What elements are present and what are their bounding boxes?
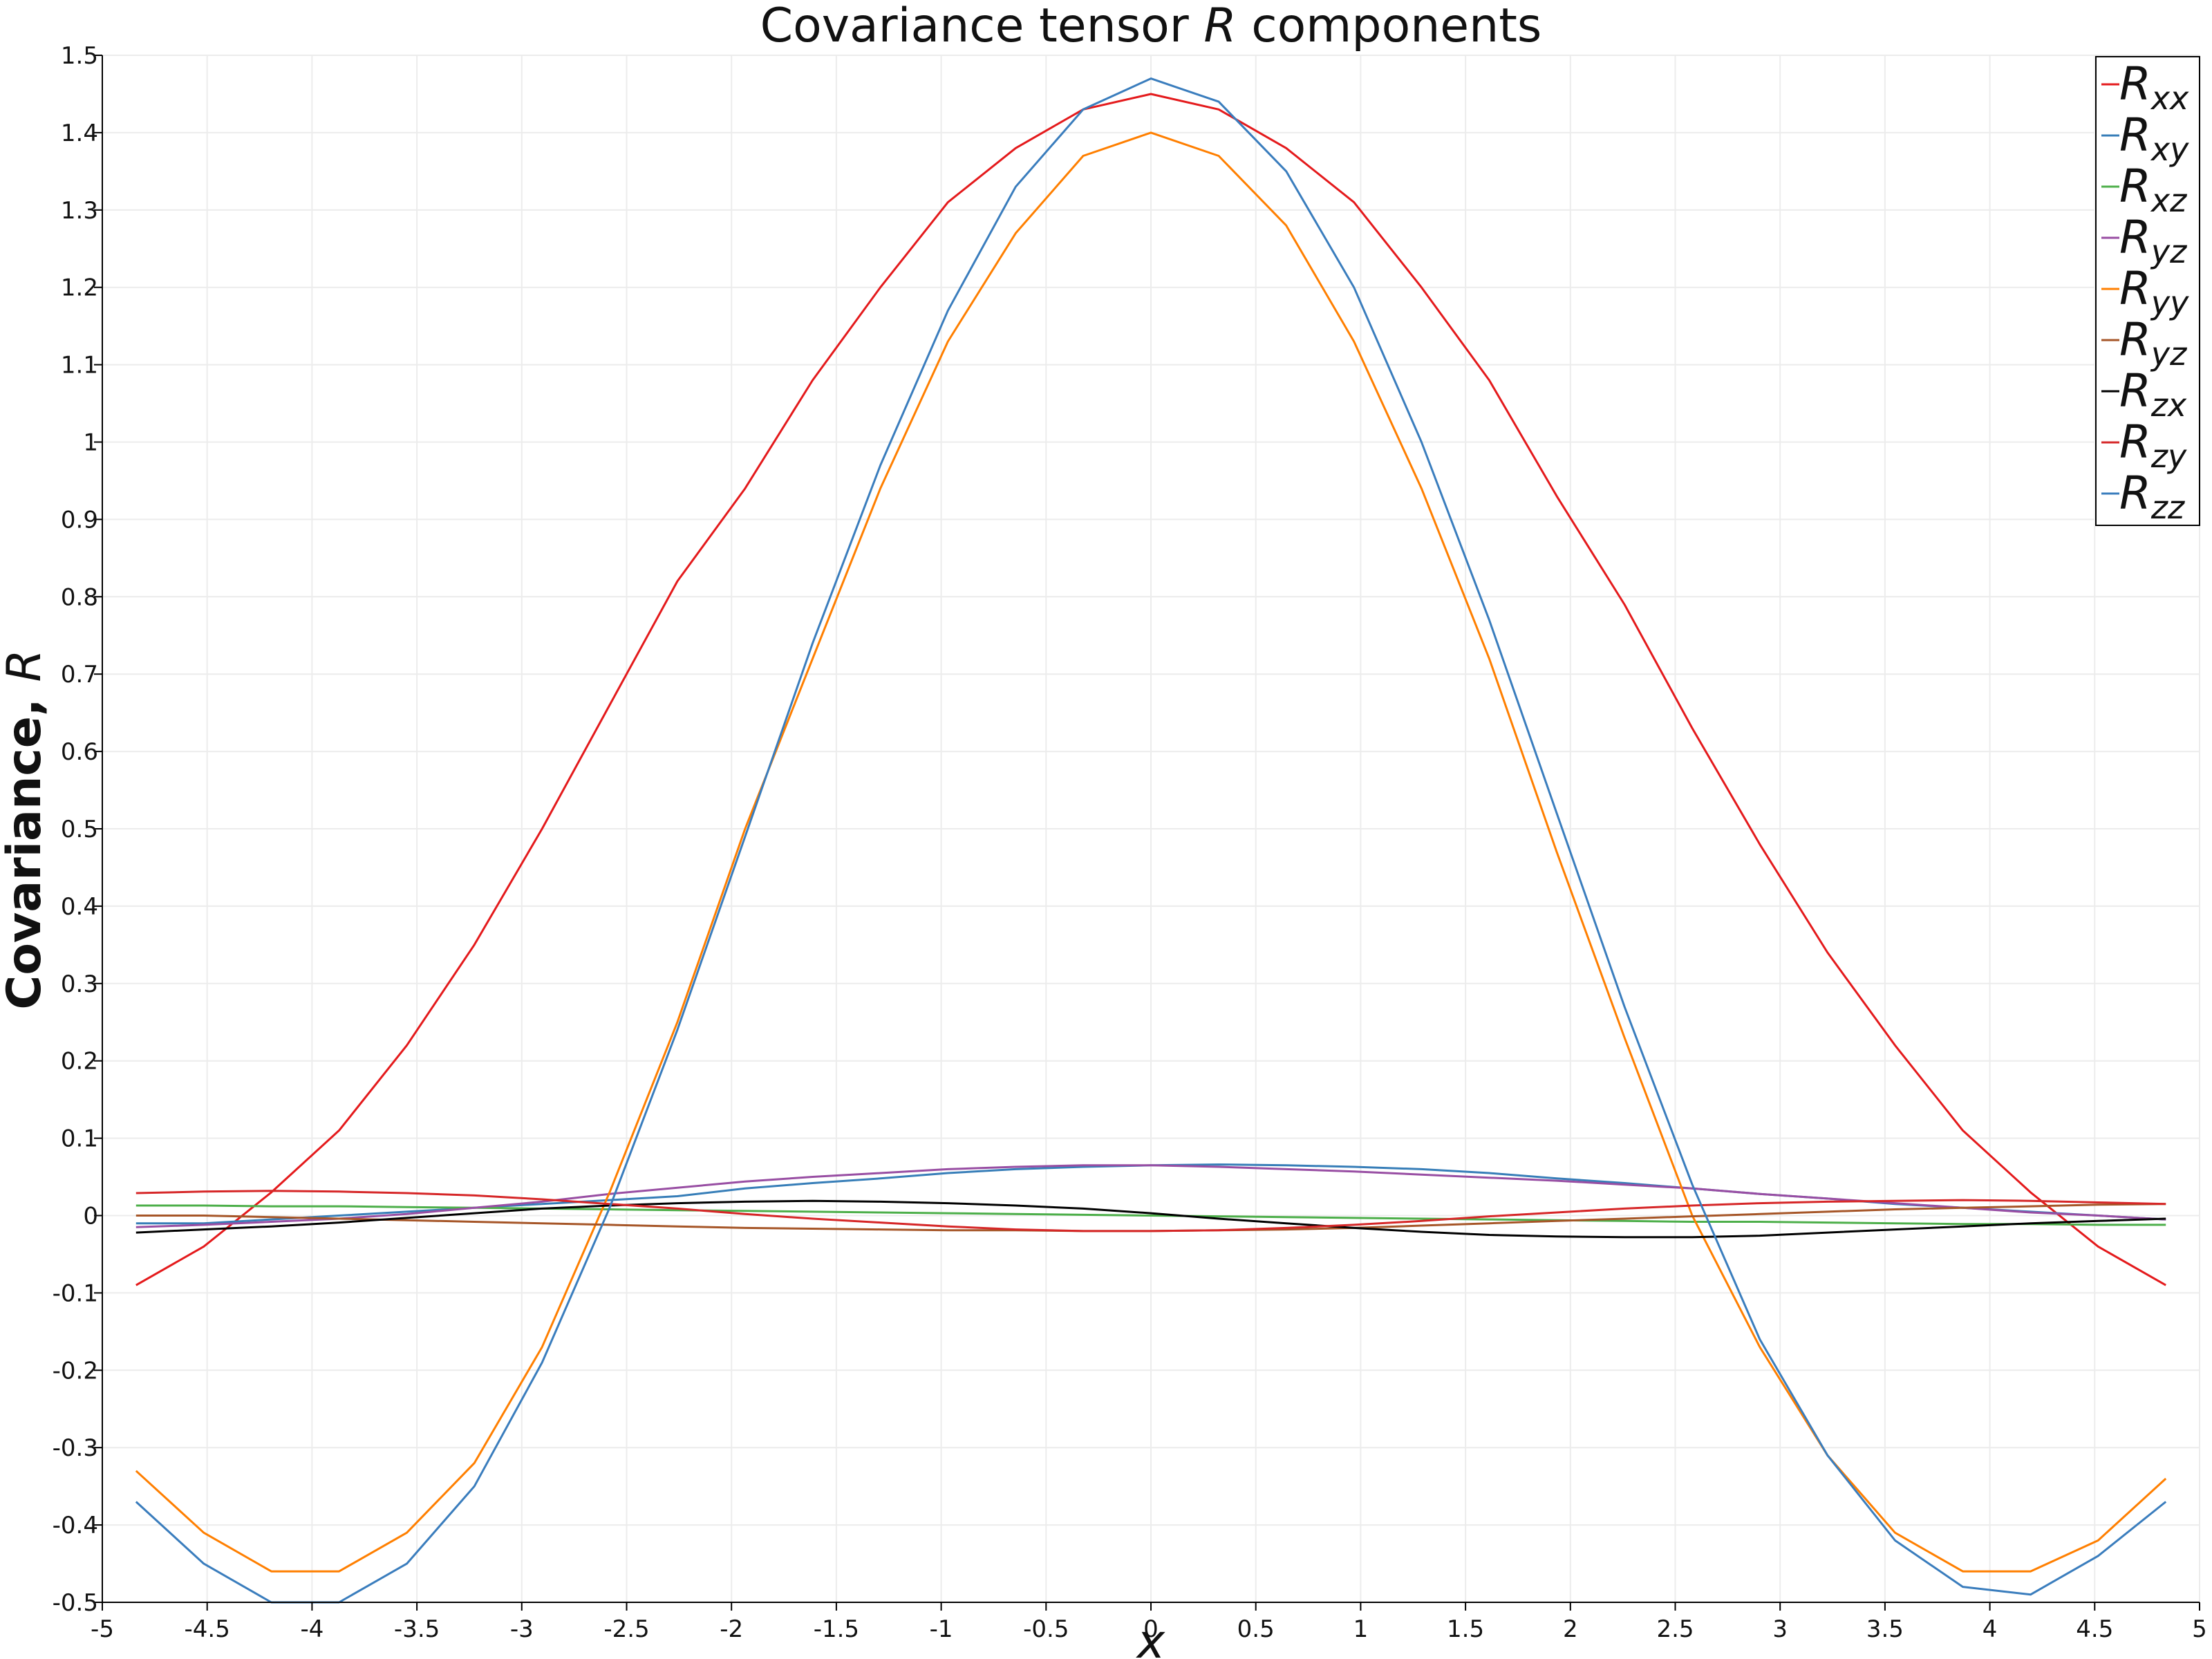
x-tick-label: -3.5 [394,1615,440,1643]
legend-entry: Rxx [2119,57,2189,117]
legend-entry: Rxz [2119,160,2187,219]
legend-entry-subscript: xz [2150,182,2187,219]
legend-entry-subscript: xy [2150,131,2189,168]
y-tick-label: 0.3 [61,971,98,998]
legend-entry: Rxy [2119,109,2189,168]
series-line-r-yz [135,1164,2166,1228]
x-tick-label: -2 [720,1615,743,1643]
y-tick-label: 1 [83,429,98,457]
x-tick-label: -4.5 [185,1615,230,1643]
legend-entry: Rzy [2119,415,2187,475]
chart-title-rest: components [1237,0,1542,53]
y-tick-label: -0.4 [53,1512,98,1539]
x-tick-label: 3.5 [1866,1615,1904,1643]
legend-entry-symbol: R [2119,415,2151,469]
x-tick-label: 0.5 [1237,1615,1275,1643]
y-tick-label: 0.4 [61,893,98,921]
series-line-r-xx [135,93,2166,1286]
legend-entry-symbol: R [2119,109,2151,162]
x-tick-label: 1 [1353,1615,1369,1643]
legend-entry-subscript: yz [2150,233,2187,270]
x-tick-label: 2 [1563,1615,1578,1643]
x-tick-label: 5 [2192,1615,2207,1643]
x-tick-label: 2.5 [1656,1615,1694,1643]
legend-entry-symbol: R [2119,467,2151,520]
y-tick-label: -0.1 [53,1280,98,1307]
y-tick-label: 0 [83,1203,98,1230]
y-tick-label: -0.2 [53,1357,98,1385]
legend-entry: Ryz [2119,313,2187,373]
y-tick-label: 0.2 [61,1048,98,1076]
y-tick-label: 0.1 [61,1125,98,1153]
legend-entry: Ryy [2119,262,2189,321]
legend-entry-subscript: zy [2150,438,2187,475]
y-tick-label: 1.2 [61,274,98,302]
x-tick-label: -1 [930,1615,953,1643]
y-tick-label: 1.3 [61,197,98,225]
gridlines [102,55,2200,1603]
y-tick-label: 0.7 [61,661,98,688]
x-tick-label: -4 [300,1615,324,1643]
legend-entry-subscript: zz [2150,489,2185,526]
y-tick-label: 0.5 [61,816,98,843]
legend-entry-subscript: yy [2150,284,2189,321]
y-axis-label: Covariance, R [0,649,52,1009]
legend-entry: Rzx [2119,364,2187,424]
x-axis-ticks: -5 -4.5 -4 -3.5 -3 -2.5 -2 -1.5 -1 -0.5 0 0.5 1 1.5 2 2… [91,1602,2207,1643]
series-lines [135,77,2167,1604]
y-axis-label-main: Covariance, [0,682,52,1010]
y-tick-label: 1.1 [61,352,98,379]
y-tick-label: 1.4 [61,120,98,147]
chart-title-main: Covariance tensor [760,0,1204,53]
y-tick-label: 0.9 [61,506,98,534]
legend-entry-symbol: R [2119,262,2151,315]
legend-entry-symbol: R [2119,313,2151,366]
legend-entry-subscript: zx [2150,386,2187,424]
y-axis-ticks: -0.5 -0.4 -0.3 -0.2 -0.1 0 0.1 0.2 0.3 0.4 0.5 0.6 0… [53,42,102,1617]
x-tick-label: 0 [1143,1615,1159,1643]
y-tick-label: -0.5 [53,1589,98,1617]
x-tick-label: -1.5 [814,1615,859,1643]
x-tick-label: -3 [510,1615,534,1643]
x-tick-label: 3 [1772,1615,1788,1643]
series-line-r-zz [135,77,2167,1604]
y-axis-label-variable: R [0,649,52,682]
x-tick-label: 4.5 [2076,1615,2113,1643]
legend-entry-subscript: yz [2150,335,2187,373]
y-tick-label: -0.3 [53,1434,98,1462]
series-line-r-zx [135,1199,2166,1239]
y-tick-label: 1.5 [61,42,98,70]
y-tick-label: 0.6 [61,738,98,766]
series-line-r-zy [135,1190,2166,1232]
legend-entry-symbol: R [2119,364,2151,418]
legend-entry-symbol: R [2119,57,2151,111]
x-tick-label: 4 [1983,1615,1998,1643]
x-tick-label: -0.5 [1023,1615,1069,1643]
legend-entry-symbol: R [2119,211,2151,264]
chart-title-variable: R [1203,0,1236,53]
x-axis-label: x [1136,1615,1165,1659]
x-tick-label: 1.5 [1447,1615,1484,1643]
legend-entry-symbol: R [2119,160,2151,213]
legend-entry: Ryz [2119,211,2187,270]
legend-entry: Rzz [2119,467,2185,526]
chart-title: Covariance tensor R components [760,0,1542,53]
y-tick-label: 0.8 [61,583,98,611]
x-tick-label: -5 [91,1615,114,1643]
legend-entry-subscript: xx [2150,79,2189,117]
x-tick-label: -2.5 [603,1615,649,1643]
